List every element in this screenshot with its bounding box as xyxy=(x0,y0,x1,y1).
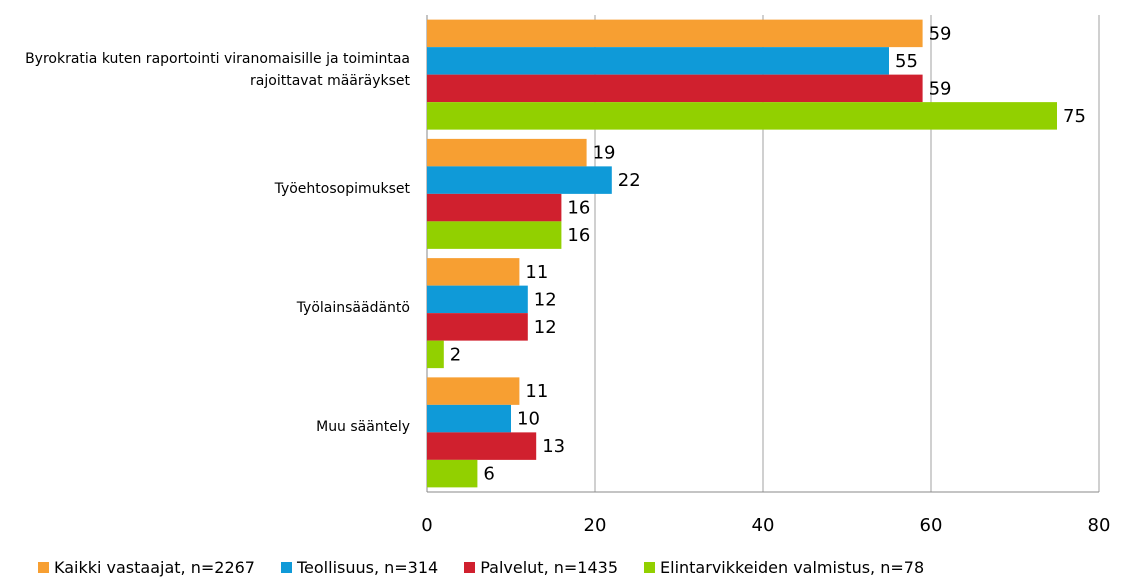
x-tick-label: 60 xyxy=(920,515,943,536)
data-label: 22 xyxy=(618,170,641,191)
legend-label: Kaikki vastaajat, n=2267 xyxy=(54,558,255,577)
data-label: 59 xyxy=(929,78,952,99)
bar xyxy=(427,221,562,249)
bar xyxy=(427,285,528,314)
legend-item: Teollisuus, n=314 xyxy=(280,558,439,577)
data-label: 59 xyxy=(929,23,952,44)
bar xyxy=(427,459,478,488)
legend-swatch xyxy=(464,562,476,573)
data-label: 55 xyxy=(895,51,918,72)
data-label: 16 xyxy=(567,225,590,246)
legend-item: Elintarvikkeiden valmistus, n=78 xyxy=(644,558,924,577)
data-label: 13 xyxy=(542,436,565,457)
bar xyxy=(427,166,612,194)
bar xyxy=(427,313,528,341)
bar xyxy=(427,138,587,167)
data-label: 75 xyxy=(1063,106,1086,127)
legend-label: Elintarvikkeiden valmistus, n=78 xyxy=(660,558,925,577)
legend-swatch xyxy=(38,562,49,573)
legend-item: Palvelut, n=1435 xyxy=(464,558,618,577)
data-label: 6 xyxy=(483,464,494,485)
bar xyxy=(427,102,1057,130)
data-label: 19 xyxy=(593,143,616,164)
x-tick-label: 80 xyxy=(1088,515,1111,536)
bar xyxy=(427,404,511,433)
legend-item: Kaikki vastaajat, n=2267 xyxy=(38,558,255,577)
bar xyxy=(427,193,562,222)
bar xyxy=(427,74,923,103)
bar xyxy=(427,258,520,286)
bar xyxy=(427,47,889,75)
category-label: Muu sääntely xyxy=(316,419,410,436)
data-label: 11 xyxy=(525,262,548,283)
data-label: 2 xyxy=(450,344,461,365)
legend: Kaikki vastaajat, n=2267 Teollisuus, n=31… xyxy=(38,558,950,577)
data-label: 12 xyxy=(534,289,557,310)
data-label: 11 xyxy=(525,381,548,402)
x-tick-label: 40 xyxy=(752,515,775,536)
category-label: Työehtosopimukset xyxy=(274,180,410,197)
x-tick-label: 0 xyxy=(421,515,432,536)
bar xyxy=(427,377,520,405)
legend-swatch xyxy=(644,562,656,573)
x-tick-label: 20 xyxy=(584,515,607,536)
bar xyxy=(427,340,444,369)
data-label: 12 xyxy=(534,317,557,338)
legend-label: Teollisuus, n=314 xyxy=(296,558,439,577)
data-label: 16 xyxy=(567,198,590,219)
bar xyxy=(427,432,537,460)
category-label: Työlainsäädäntö xyxy=(296,300,410,317)
category-label: Byrokratia kuten raportointi viranomaisi… xyxy=(25,50,410,89)
legend-swatch xyxy=(280,562,292,573)
bar xyxy=(427,19,923,48)
legend-label: Palvelut, n=1435 xyxy=(480,558,619,577)
data-label: 10 xyxy=(517,409,540,430)
